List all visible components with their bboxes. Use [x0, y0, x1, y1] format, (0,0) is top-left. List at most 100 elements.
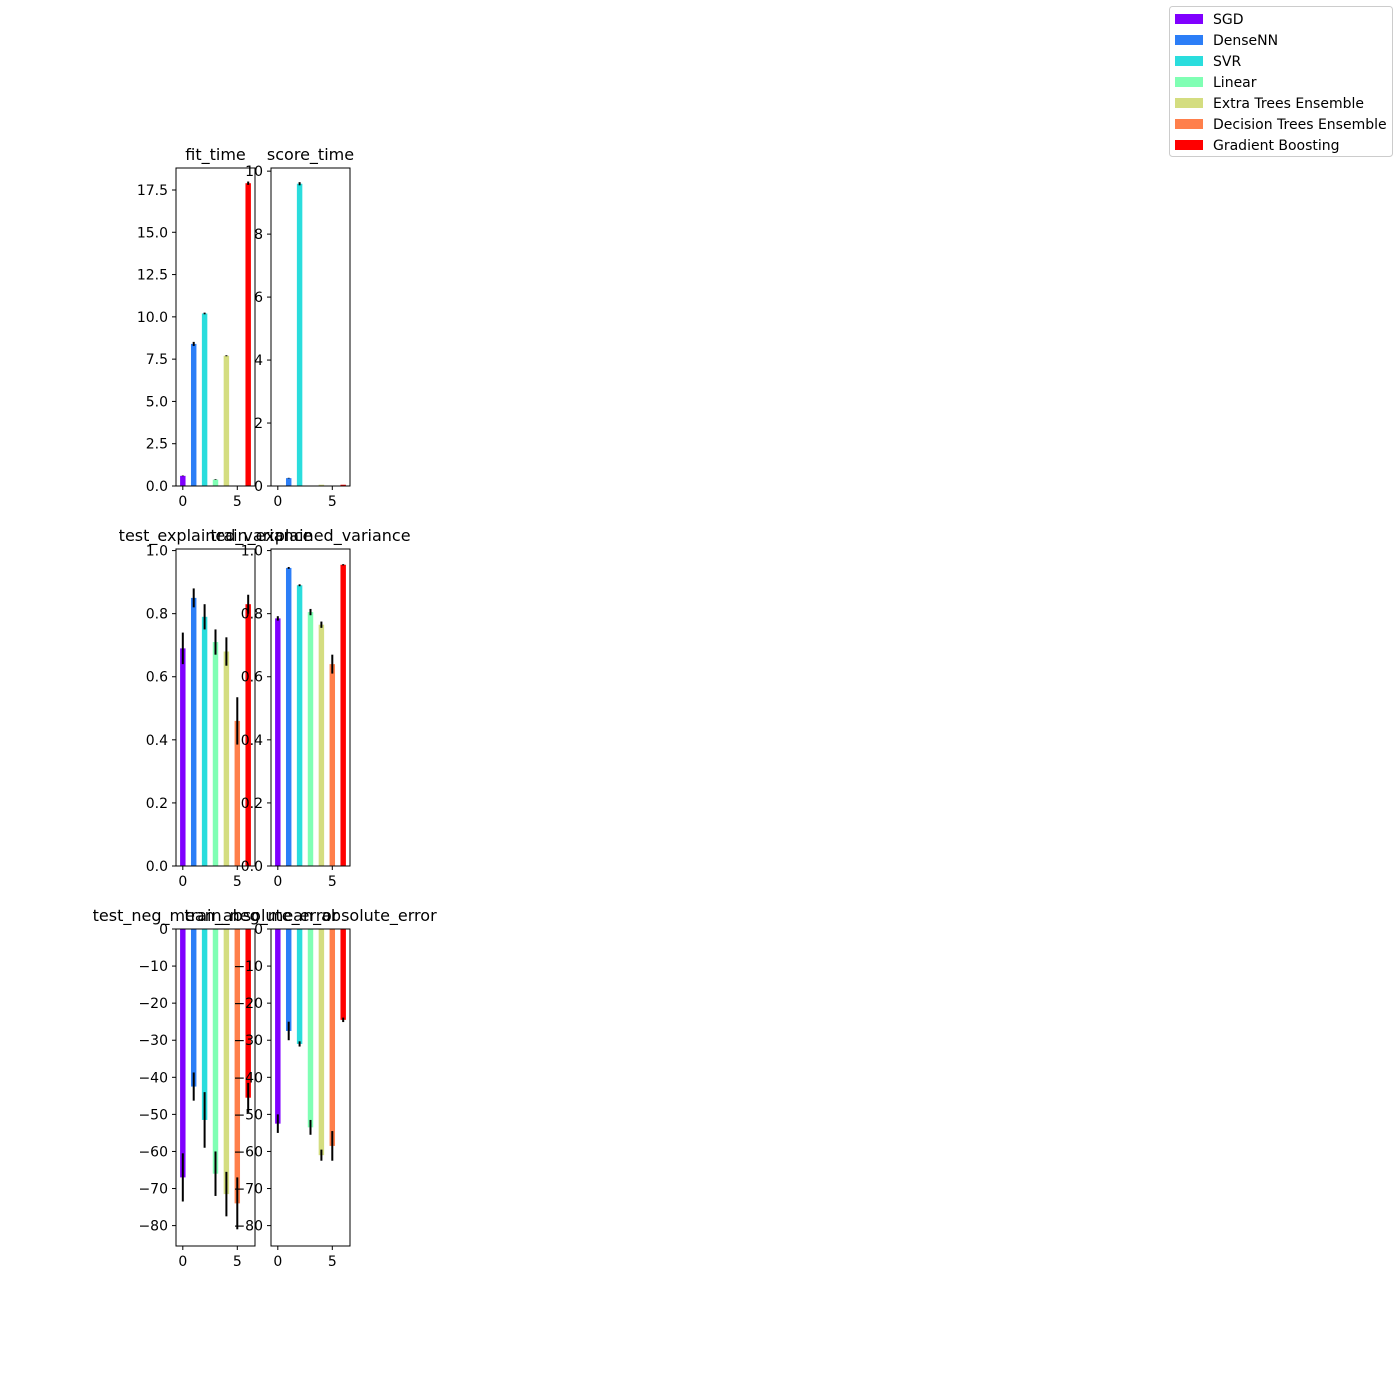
- y-tick-label: −10: [138, 959, 168, 975]
- y-tick-label: −60: [138, 1144, 168, 1160]
- legend-label: Gradient Boosting: [1213, 138, 1340, 154]
- chart-panel-test-neg-mean-absolute-error: 0 −10 −20 −30 −40 −50 −60 −70 −80 0 5 test_neg_mean…: [93, 906, 339, 1270]
- chart-title: fit_time: [185, 145, 246, 165]
- y-tick-label: 0.6: [241, 670, 263, 686]
- y-tick-label: 0.2: [241, 796, 263, 812]
- bar: [296, 929, 303, 1044]
- y-tick-label: −40: [138, 1070, 168, 1086]
- chart-panel-score-time: 0 2 4 6 8 10 0 5 score_time: [245, 145, 354, 510]
- legend-swatch: [1175, 119, 1203, 129]
- y-tick-label: 10.0: [137, 310, 168, 326]
- chart-panel-train-neg-mean-absolute-error: 0 −10 −20 −30 −40 −50 −60 −70 −80 0 5 train_neg_mea…: [184, 906, 437, 1270]
- legend-label: SGD: [1213, 12, 1244, 28]
- bar: [340, 929, 346, 1020]
- bar: [296, 585, 303, 866]
- legend-label: Extra Trees Ensemble: [1213, 96, 1364, 112]
- y-tick-label: 2.5: [146, 437, 168, 453]
- bar: [180, 648, 186, 866]
- y-tick-label: 1.0: [241, 544, 263, 560]
- bar: [180, 929, 186, 1178]
- chart-panel-fit-time: 0.0 2.5 5.0 7.5 10.0 12.5 15.0 17.5 0 5 fit_time: [137, 145, 256, 510]
- bar: [245, 604, 251, 866]
- bar: [275, 618, 281, 866]
- chart-panel-test-explained-variance: 0.0 0.2 0.4 0.6 0.8 1.0 0 5 test_explained_varia…: [119, 526, 313, 890]
- y-tick-label: 2: [254, 416, 263, 432]
- legend-swatch: [1175, 14, 1203, 24]
- legend: SGD DenseNN SVR Linear Extra Trees Ensemble D…: [1169, 6, 1393, 157]
- y-tick-label: 6: [254, 290, 263, 306]
- y-tick-label: 8: [254, 227, 263, 243]
- axes-frame: [175, 167, 256, 487]
- bar: [245, 929, 251, 1098]
- bar: [180, 475, 186, 486]
- y-tick-label: 1.0: [146, 544, 168, 560]
- bar: [307, 612, 314, 866]
- legend-label: SVR: [1213, 54, 1241, 70]
- y-tick-label: 0.4: [241, 733, 263, 749]
- bar: [245, 183, 251, 487]
- x-tick-label: 5: [233, 1254, 242, 1270]
- axes-frame: [175, 548, 256, 867]
- x-tick-label: 0: [273, 874, 282, 890]
- y-tick-label: 0: [254, 922, 263, 938]
- bar: [318, 929, 325, 1156]
- y-tick-label: −50: [233, 1107, 263, 1123]
- chart-title: score_time: [267, 145, 354, 165]
- bar: [340, 484, 346, 486]
- chart-title: train_neg_mean_absolute_error: [184, 906, 437, 926]
- bar: [296, 183, 303, 487]
- y-tick-label: −60: [233, 1144, 263, 1160]
- axes-frame: [175, 928, 256, 1247]
- bar: [223, 355, 230, 486]
- y-tick-label: 0.0: [146, 859, 168, 875]
- y-tick-label: 4: [254, 353, 263, 369]
- y-tick-label: −70: [233, 1182, 263, 1198]
- x-tick-label: 5: [328, 494, 337, 510]
- bar: [329, 664, 336, 866]
- bar: [190, 597, 197, 866]
- y-tick-label: −40: [233, 1070, 263, 1086]
- legend-label: Decision Trees Ensemble: [1213, 117, 1387, 133]
- x-tick-label: 0: [273, 1254, 282, 1270]
- y-tick-label: −30: [138, 1033, 168, 1049]
- bar: [212, 479, 219, 486]
- y-tick-label: 0.8: [241, 607, 263, 623]
- y-tick-label: −80: [138, 1219, 168, 1235]
- y-tick-label: −50: [138, 1107, 168, 1123]
- bar: [212, 929, 219, 1174]
- legend-frame: [1169, 6, 1393, 157]
- y-tick-label: 7.5: [146, 352, 168, 368]
- x-tick-label: 5: [328, 1254, 337, 1270]
- y-tick-label: 10: [245, 164, 263, 180]
- axes-frame: [270, 548, 351, 867]
- bar: [285, 567, 292, 866]
- bar: [201, 313, 208, 486]
- chart-panel-train-explained-variance: 0.0 0.2 0.4 0.6 0.8 1.0 0 5 train_explained_vari…: [210, 526, 410, 890]
- y-tick-label: −80: [233, 1219, 263, 1235]
- bar: [307, 929, 314, 1128]
- y-tick-label: 0: [254, 479, 263, 495]
- chart-title: test_explained_variance: [119, 526, 313, 546]
- y-tick-label: 0: [159, 922, 168, 938]
- bar: [190, 343, 197, 486]
- bar: [223, 929, 230, 1195]
- y-tick-label: 17.5: [137, 183, 168, 199]
- chart-title: train_explained_variance: [210, 526, 410, 546]
- bar: [212, 642, 219, 866]
- y-tick-label: 0.6: [146, 670, 168, 686]
- x-tick-label: 0: [273, 494, 282, 510]
- y-tick-label: 0.0: [146, 479, 168, 495]
- y-tick-label: 0.4: [146, 733, 168, 749]
- bar: [234, 720, 241, 866]
- y-tick-label: 12.5: [137, 268, 168, 284]
- x-tick-label: 5: [233, 874, 242, 890]
- legend-swatch: [1175, 140, 1203, 150]
- legend-label: Linear: [1213, 75, 1257, 91]
- y-tick-label: −20: [233, 996, 263, 1012]
- bar: [318, 624, 325, 866]
- axes-frame: [270, 928, 351, 1247]
- chart-title: test_neg_mean_absolute_error: [93, 906, 339, 926]
- y-tick-label: −70: [138, 1182, 168, 1198]
- axes-frame: [270, 167, 351, 487]
